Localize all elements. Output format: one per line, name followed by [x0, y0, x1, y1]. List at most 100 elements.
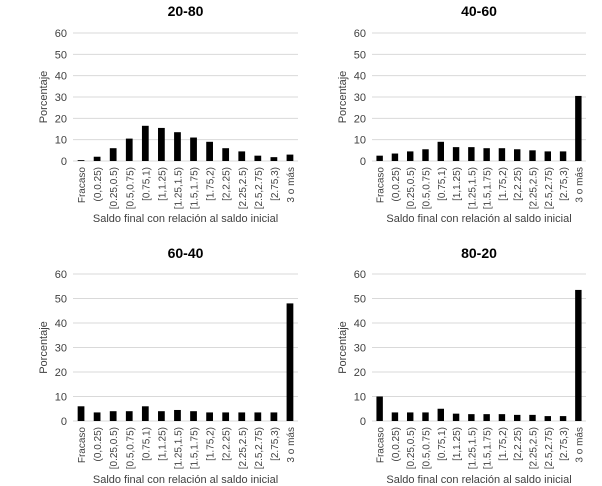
- bar-[0.25,0.5): [407, 151, 414, 161]
- x-tick-label: 3 o más: [286, 167, 297, 203]
- y-tick-label: 40: [354, 318, 366, 330]
- y-axis-label: Porcentaje: [337, 321, 349, 374]
- bar-[1.5,1.75): [190, 137, 197, 161]
- bar-Fracaso: [77, 160, 85, 161]
- y-tick-label: 30: [55, 343, 67, 355]
- chart-title: 40-60: [461, 3, 497, 19]
- bar-[2.25,2.5): [238, 151, 246, 161]
- x-tick-label: [0.5,0.75): [422, 167, 433, 209]
- chart-title: 80-20: [461, 245, 497, 261]
- x-tick-label: [1.25,1.5): [467, 167, 478, 209]
- x-tick-label: [0.75,1): [437, 167, 448, 201]
- bar-[2,2.25): [222, 148, 230, 161]
- x-tick-label: (0,0.25): [93, 167, 104, 201]
- x-tick-label: Fracaso: [376, 167, 387, 204]
- bar-[2.75,3): [270, 412, 278, 421]
- x-tick-label: [2,2.25): [222, 167, 233, 201]
- x-tick-label: [1,1.25): [452, 427, 463, 461]
- bar-[2,2.25): [514, 414, 521, 421]
- x-tick-label: (0,0.25): [93, 427, 104, 461]
- bar-[2.5,2.75): [544, 416, 551, 421]
- x-tick-label: [0.25,0.5): [109, 427, 120, 469]
- bar-[1.75,2): [206, 141, 213, 161]
- x-tick-label: [1.75,2): [498, 167, 509, 201]
- bar-3 o más: [575, 95, 582, 161]
- x-tick-label: [2.5,2.75): [544, 427, 555, 469]
- y-tick-label: 40: [354, 71, 366, 83]
- bar-[0.25,0.5): [407, 412, 414, 421]
- x-axis-label: Saldo final con relación al saldo inicia…: [93, 474, 278, 486]
- x-tick-label: [1.25,1.5): [173, 427, 184, 469]
- x-tick-label: [2,2.25): [513, 427, 524, 461]
- y-tick-label: 10: [55, 135, 67, 147]
- x-tick-label: [0.75,1): [437, 427, 448, 461]
- x-tick-label: [1.75,2): [206, 167, 217, 201]
- x-axis-label: Saldo final con relación al saldo inicia…: [386, 474, 571, 486]
- y-tick-label: 50: [55, 294, 67, 306]
- y-tick-label: 40: [55, 318, 67, 330]
- chart-title: 60-40: [168, 245, 204, 261]
- y-axis-label: Porcentaje: [38, 71, 50, 124]
- y-tick-label: 20: [55, 367, 67, 379]
- y-tick-label: 60: [55, 28, 67, 40]
- y-tick-label: 10: [354, 392, 366, 404]
- bar-3 o más: [575, 289, 582, 421]
- bar-(0,0.25): [93, 156, 101, 161]
- y-tick-label: 30: [55, 92, 67, 104]
- bar-(0,0.25): [93, 412, 101, 421]
- x-tick-label: [1.75,2): [206, 427, 217, 461]
- bar-[1.5,1.75): [483, 414, 490, 421]
- x-tick-label: [1,1.25): [157, 167, 168, 201]
- y-tick-label: 10: [55, 392, 67, 404]
- x-tick-label: [1.25,1.5): [467, 427, 478, 469]
- x-tick-label: Fracaso: [77, 167, 88, 204]
- x-tick-label: [2.25,2.5): [529, 427, 540, 469]
- bar-[1.5,1.75): [483, 148, 490, 161]
- x-axis-label: Saldo final con relación al saldo inicia…: [93, 213, 278, 225]
- x-tick-label: [2.5,2.75): [544, 167, 555, 209]
- x-tick-label: 3 o más: [574, 427, 585, 463]
- bar-Fracaso: [376, 155, 383, 161]
- x-tick-label: [2.75,3): [270, 167, 281, 201]
- bar-[1.25,1.5): [174, 132, 181, 161]
- x-tick-label: [0.5,0.75): [125, 427, 136, 469]
- bar-[0.5,0.75): [422, 412, 429, 421]
- chart-panel-80-20: 0 10 20 30 40 50 60 Fracaso (0,0.25) [0.25,0.5) [0…: [337, 245, 586, 486]
- bar-[1.25,1.5): [174, 409, 181, 421]
- y-axis-label: Porcentaje: [38, 321, 50, 374]
- y-tick-label: 0: [360, 156, 366, 168]
- x-tick-label: [2.25,2.5): [238, 167, 249, 209]
- y-tick-label: 30: [354, 343, 366, 355]
- bar-[2.75,3): [270, 157, 278, 161]
- x-tick-label: [1,1.25): [452, 167, 463, 201]
- y-tick-label: 50: [354, 294, 366, 306]
- x-tick-label: [0.25,0.5): [109, 167, 120, 209]
- y-tick-label: 20: [354, 113, 366, 125]
- bar-[1,1.25): [158, 411, 165, 421]
- y-tick-label: 50: [55, 49, 67, 61]
- x-tick-label: [1.5,1.75): [190, 427, 201, 469]
- bar-3 o más: [286, 303, 294, 421]
- bar-(0,0.25): [391, 153, 399, 161]
- y-tick-label: 0: [61, 416, 67, 428]
- x-tick-label: [1.5,1.75): [483, 427, 494, 469]
- x-tick-label: [1.5,1.75): [483, 167, 494, 209]
- bar-[2,2.25): [514, 149, 521, 161]
- bar-[1,1.25): [452, 413, 460, 421]
- x-tick-label: Fracaso: [376, 427, 387, 464]
- bar-[2.25,2.5): [529, 150, 536, 161]
- x-tick-label: [2.5,2.75): [254, 427, 265, 469]
- x-tick-label: Fracaso: [77, 427, 88, 464]
- y-tick-label: 60: [354, 269, 366, 281]
- bar-[0.25,0.5): [109, 148, 117, 161]
- bar-[1,1.25): [158, 127, 165, 161]
- x-axis-label: Saldo final con relación al saldo inicia…: [386, 213, 571, 225]
- bar-[1.25,1.5): [468, 147, 475, 161]
- y-tick-label: 20: [354, 367, 366, 379]
- x-tick-label: [2.75,3): [559, 427, 570, 461]
- x-tick-label: [0.25,0.5): [406, 427, 417, 469]
- x-tick-label: [2.25,2.5): [529, 167, 540, 209]
- bar-[1,1.25): [452, 147, 460, 161]
- bar-Fracaso: [77, 406, 85, 421]
- bar-[2.5,2.75): [544, 151, 551, 161]
